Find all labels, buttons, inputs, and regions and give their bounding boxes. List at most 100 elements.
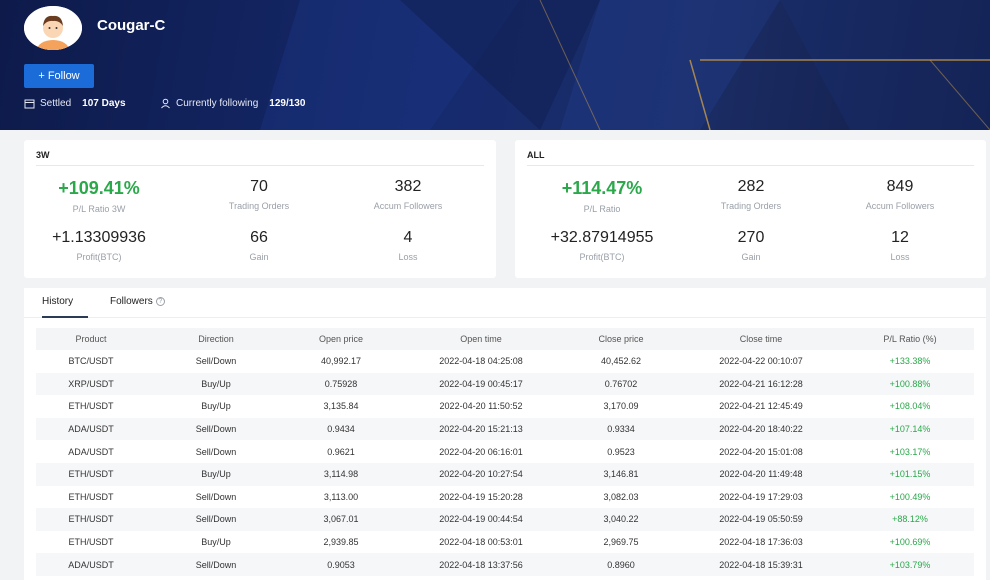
table-cell: +100.88% [889,378,931,389]
history-panel: History Followers? Product Direction Ope… [24,288,986,580]
divider [527,165,974,166]
column-header: Product [75,334,107,344]
table-cell: ETH/USDT [68,401,114,412]
calendar-icon [24,99,35,109]
profit-value: +1.13309936 [52,229,146,246]
table-row: ETH/USDT Sell/Down 3,067.01 2022-04-19 00:4… [36,508,974,531]
table-cell: 0.9621 [327,446,355,457]
table-cell: 0.9334 [607,424,635,435]
table-cell: 2022-04-22 00:10:07 [719,356,803,367]
info-icon[interactable]: ? [155,296,165,306]
profit-stat: +32.87914955 Profit(BTC) [527,229,677,262]
loss-label: Loss [398,252,418,262]
table-cell: ETH/USDT [68,514,114,525]
table-cell: 3,082.03 [603,491,639,502]
loss-value: 12 [891,229,909,246]
table-cell: 3,040.22 [603,514,639,525]
tab-bar: History Followers? [24,288,986,318]
username: Cougar-C [97,17,166,34]
trading-orders-value: 70 [250,178,268,195]
column-header: Direction [198,334,234,344]
table-cell: Buy/Up [201,378,231,389]
table-cell: 2022-04-20 10:27:54 [439,469,523,480]
table-cell: Buy/Up [201,401,231,412]
profit-stat: +1.13309936 Profit(BTC) [24,229,174,262]
table-cell: 3,067.01 [323,514,359,525]
settled-info: Settled 107 Days [24,98,126,109]
table-cell: 2022-04-19 00:44:54 [439,514,523,525]
table-cell: 3,114.98 [323,469,359,480]
history-table: Product Direction Open price Open time C… [36,328,974,576]
table-cell: +100.49% [889,491,931,502]
table-cell: 0.9053 [327,559,355,570]
table-row: ADA/USDT Sell/Down 0.9621 2022-04-20 06:16:… [36,440,974,463]
gain-value: 270 [737,229,765,246]
table-cell: 2022-04-20 11:49:48 [719,469,803,480]
profit-label: Profit(BTC) [76,252,122,262]
accum-followers-stat: 849 Accum Followers [825,178,975,211]
table-cell: ADA/USDT [68,446,114,457]
stats-card-all: ALL +114.47% P/L Ratio 282 Trading Order… [515,140,986,278]
stats-card-3w: 3W +109.41% P/L Ratio 3W 70 Trading Orde… [24,140,496,278]
table-cell: 2022-04-20 15:01:08 [719,446,803,457]
table-cell: ETH/USDT [68,537,114,548]
profit-value: +32.87914955 [550,229,654,246]
table-cell: ETH/USDT [68,469,114,480]
following-label: Currently following [176,98,259,109]
table-cell: Sell/Down [195,356,237,367]
settled-label: Settled [40,98,72,109]
user-icon [161,98,170,109]
settled-value: 107 Days [82,98,126,109]
follow-button[interactable]: + Follow [24,64,94,88]
table-cell: 2022-04-19 00:45:17 [439,378,523,389]
gain-label: Gain [249,252,269,262]
table-row: ADA/USDT Sell/Down 0.9434 2022-04-20 15:21:… [36,417,974,441]
table-cell: 2022-04-20 15:21:13 [439,424,523,435]
user-avatar-icon [24,6,82,50]
table-cell: 2022-04-21 12:45:49 [719,401,803,412]
trading-orders-label: Trading Orders [720,201,782,211]
pl-ratio-value: +109.41% [58,178,140,198]
table-cell: 2022-04-20 18:40:22 [719,424,803,435]
accum-followers-label: Accum Followers [865,201,935,211]
trading-orders-stat: 282 Trading Orders [676,178,826,211]
trading-orders-value: 282 [737,178,765,195]
table-row: BTC/USDT Sell/Down 40,992.17 2022-04-18 04:… [36,350,974,373]
avatar[interactable] [24,6,82,50]
table-row: ETH/USDT Buy/Up 2,939.85 2022-04-18 00:53:0… [36,531,974,554]
column-header: Close time [739,334,783,344]
table-cell: 2,939.85 [323,537,359,548]
gain-stat: 66 Gain [184,229,334,262]
table-cell: 2022-04-19 17:29:03 [719,491,803,502]
table-cell: Sell/Down [195,514,237,525]
table-cell: 2022-04-18 13:37:56 [439,559,523,570]
column-header: Open price [318,334,364,344]
table-cell: 0.9434 [327,424,355,435]
table-row: ETH/USDT Buy/Up 3,114.98 2022-04-20 10:27:5… [36,462,974,486]
table-cell: +100.69% [889,537,931,548]
tab-history[interactable]: History [42,296,74,307]
profit-label: Profit(BTC) [579,252,625,262]
tab-followers[interactable]: Followers? [110,296,165,307]
gain-value: 66 [250,229,268,246]
column-header: P/L Ratio (%) [883,334,937,344]
pl-ratio-label: P/L Ratio [583,204,621,214]
table-cell: 2022-04-18 04:25:08 [439,356,523,367]
table-row: ETH/USDT Buy/Up 3,135.84 2022-04-20 11:50:5… [36,395,974,418]
accum-followers-value: 849 [886,178,914,195]
table-cell: Buy/Up [201,469,231,480]
table-cell: XRP/USDT [68,378,114,389]
table-cell: 3,170.09 [603,401,639,412]
following-info: Currently following 129/130 [160,98,305,109]
table-cell: BTC/USDT [68,356,114,367]
table-cell: +107.14% [889,424,931,435]
table-cell: 2022-04-18 15:39:31 [719,559,803,570]
table-header-row: Product Direction Open price Open time C… [36,328,974,350]
table-cell: ADA/USDT [68,424,114,435]
loss-stat: 12 Loss [825,229,975,262]
table-cell: ADA/USDT [68,559,114,570]
table-cell: 40,992.17 [320,356,362,367]
table-cell: 2022-04-18 17:36:03 [719,537,803,548]
table-cell: +103.17% [889,446,931,457]
table-cell: 3,113.00 [323,491,359,502]
